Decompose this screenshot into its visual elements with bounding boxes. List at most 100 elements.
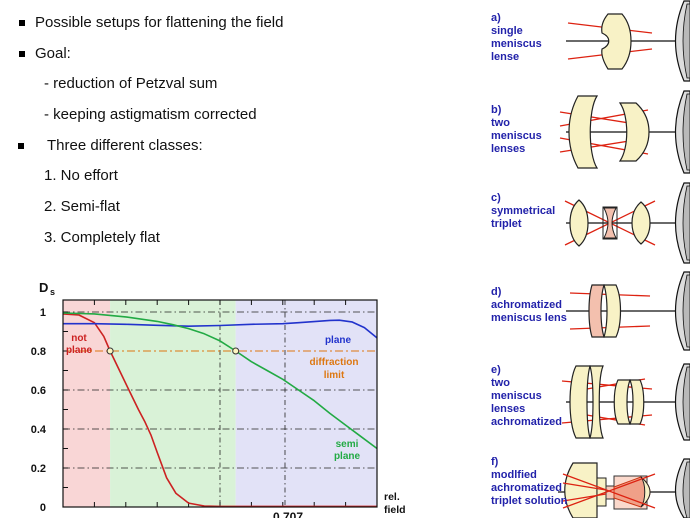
biconcave-lens-shape (603, 207, 617, 239)
lens-label-line: lenses (491, 143, 526, 155)
lens-label-line: achromatized (491, 299, 562, 311)
lens-label-line: triplet solution (491, 495, 568, 507)
bullet-item: Possible setups for flattening the field (0, 8, 460, 39)
bullet-item: Three different classes: (0, 131, 460, 162)
y-tick-label: 0.8 (31, 346, 46, 358)
ray-line (562, 493, 607, 502)
lens-label-line: a) (491, 12, 501, 24)
lens-label-e: e) two meniscus lenses achromatized (491, 364, 577, 429)
bullet-list: Possible setups for flattening the field… (0, 8, 460, 254)
lens-label-line: meniscus (491, 130, 542, 142)
zone-not-plane (63, 300, 111, 507)
lens-label-line: two (491, 377, 510, 389)
lens-label-c: c) symmetrical triplet (491, 192, 577, 231)
bullet-text: Three different classes: (47, 136, 203, 154)
bullet-item: Goal: (0, 39, 460, 70)
lens-label-f: f) modlfied achromatized triplet solutio… (491, 456, 577, 508)
lens-diagram-e (561, 363, 690, 441)
objective-lens-inner (682, 93, 690, 171)
y-axis-title: D (39, 280, 48, 295)
y-tick-label: 1 (40, 307, 46, 319)
curve-label-semi-plane: plane (334, 451, 361, 462)
bullet-text: 3. Completely flat (44, 228, 160, 246)
y-tick-label: 0.6 (31, 385, 46, 397)
objective-lens-inner (682, 185, 690, 261)
meniscus-doublet-element (629, 379, 645, 425)
numbered-item: 2. Semi-flat (0, 192, 460, 223)
objective-lens-inner (682, 3, 690, 79)
numbered-item: 1. No effort (0, 161, 460, 192)
lens-label-line: single (491, 25, 523, 37)
bullet-subitem: - reduction of Petzval sum (0, 69, 460, 100)
curve-label-not-plane: not (71, 333, 87, 344)
zone-semi-plane (110, 300, 236, 507)
lens-label-line: meniscus (491, 390, 542, 402)
lens-label-line: lenses (491, 403, 526, 415)
biconvex-lens-shape (631, 201, 651, 245)
meniscus-doublet-element (589, 365, 604, 439)
lens-label-line: achromatized (491, 482, 562, 494)
x-axis-title: rel. (384, 491, 400, 503)
lens-diagram-a (566, 0, 690, 82)
lens-label-line: e) (491, 364, 501, 376)
doublet-crown-element (603, 284, 622, 338)
diffraction-limit-label: diffraction (310, 357, 359, 368)
bullet-text: Possible setups for flattening the field (35, 14, 284, 31)
lens-label-line: lense (491, 51, 520, 63)
bullet-square-icon (19, 50, 25, 57)
lens-diagram-f (558, 458, 690, 518)
chart-plot-area (62, 299, 378, 508)
field-flattening-chart: D s 1 0.8 0.6 0.4 0.2 0 not plane plane … (31, 280, 406, 518)
x-annotation-0707: 0.707 (273, 510, 303, 518)
objective-lens-inner (682, 461, 690, 518)
x-axis-title: field (384, 504, 406, 516)
y-axis-title-subscript: s (50, 287, 55, 297)
curve-label-semi-plane: semi (336, 439, 359, 450)
meniscus-lens-shape (618, 102, 650, 162)
lens-label-line: two (491, 117, 510, 129)
lens-label-line: achromatized (491, 416, 562, 428)
bullet-text: - keeping astigmatism corrected (44, 106, 257, 124)
curve-semi-plane (62, 312, 378, 450)
lens-label-line: modlfied (491, 469, 537, 481)
curve-not-plane (62, 313, 377, 508)
center-element-frame (602, 206, 618, 240)
marker-point (106, 347, 114, 355)
curve-label-not-plane: plane (66, 345, 93, 356)
marker-point (232, 347, 240, 355)
ray-line (562, 473, 656, 509)
zone-plane (235, 300, 377, 507)
convex-cap-shape (640, 476, 651, 508)
bullet-text: Goal: (35, 44, 71, 62)
lens-setups-column (558, 0, 690, 518)
lens-label-line: f) (491, 456, 499, 468)
plot-border (62, 299, 378, 508)
objective-lens-inner (682, 366, 690, 438)
y-tick-label: 0.4 (31, 424, 47, 436)
lens-label-line: meniscus lens (491, 312, 567, 324)
lens-label-d: d) achromatized meniscus lens (491, 286, 577, 325)
lens-diagram-c (564, 182, 690, 264)
lens-diagram-d (566, 271, 690, 351)
lens-label-line: triplet (491, 218, 522, 230)
objective-lens-inner (682, 274, 690, 348)
bullet-square-icon (18, 142, 24, 149)
lens-label-line: meniscus (491, 38, 542, 50)
lens-label-line: b) (491, 104, 502, 116)
curve-label-plane: plane (325, 335, 352, 346)
meniscus-lens-shape (601, 13, 632, 70)
lens-label-line: d) (491, 286, 502, 298)
lens-label-line: symmetrical (491, 205, 556, 217)
y-tick-label: 0.2 (31, 463, 46, 475)
numbered-item: 3. Completely flat (0, 223, 460, 254)
bullet-text: - reduction of Petzval sum (44, 75, 218, 93)
bullet-square-icon (19, 20, 25, 26)
bullet-subitem: - keeping astigmatism corrected (0, 100, 460, 131)
bullet-text: 1. No effort (44, 167, 118, 185)
y-tick-label: 0 (40, 502, 46, 514)
curve-plane (63, 319, 378, 339)
lens-label-a: a) single meniscus lense (491, 12, 577, 64)
biconvex-lens-shape (569, 199, 589, 247)
bullet-text: 2. Semi-flat (44, 198, 120, 216)
